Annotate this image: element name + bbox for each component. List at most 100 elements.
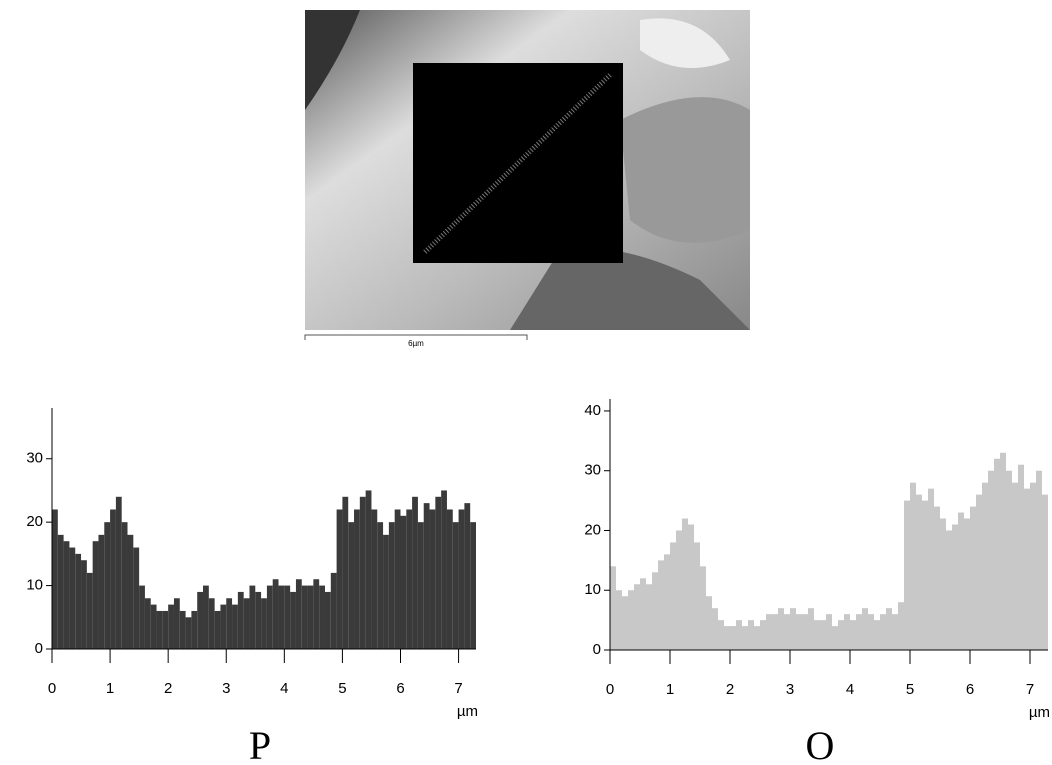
- bar: [658, 560, 664, 650]
- bar: [81, 560, 87, 649]
- bar: [652, 572, 658, 650]
- bar: [880, 614, 886, 650]
- bar: [150, 604, 157, 649]
- bar: [144, 598, 151, 649]
- bar: [394, 509, 401, 649]
- bar: [237, 591, 244, 649]
- bar: [634, 584, 640, 650]
- bar: [946, 530, 952, 650]
- bar: [412, 496, 418, 649]
- bar: [278, 585, 285, 649]
- bar: [249, 585, 256, 649]
- bar: [886, 608, 892, 650]
- bar: [664, 554, 670, 650]
- bar: [1006, 470, 1012, 650]
- bar: [994, 458, 1000, 650]
- bar: [452, 522, 459, 649]
- bar: [856, 614, 862, 650]
- bar: [736, 620, 742, 650]
- bar: [284, 585, 291, 649]
- chart-title: P: [249, 723, 271, 765]
- bar: [670, 542, 676, 650]
- bar: [958, 512, 964, 650]
- bar: [724, 626, 730, 650]
- bar: [168, 604, 174, 649]
- bar: [458, 509, 465, 649]
- bar: [75, 553, 82, 649]
- y-tick-label: 0: [35, 640, 43, 657]
- bar: [916, 494, 922, 650]
- bar: [104, 522, 111, 649]
- bar: [1042, 494, 1048, 650]
- bar: [307, 585, 314, 649]
- bar: [324, 591, 331, 649]
- bar: [730, 626, 736, 650]
- scale-label: 6µm: [408, 339, 424, 348]
- x-tick-label: 5: [338, 680, 346, 697]
- bar: [470, 522, 476, 649]
- bar: [718, 620, 724, 650]
- x-tick-label: 6: [966, 681, 974, 698]
- bar: [121, 522, 128, 649]
- bar: [156, 610, 163, 649]
- bar: [98, 534, 105, 649]
- bar: [191, 610, 198, 649]
- bar: [742, 626, 748, 650]
- bar: [826, 614, 832, 650]
- x-tick-label: 6: [396, 680, 404, 697]
- bar: [377, 522, 384, 649]
- bar: [616, 590, 622, 650]
- bar: [127, 534, 134, 649]
- bar: [610, 566, 616, 650]
- bar: [295, 579, 302, 649]
- bar: [988, 470, 994, 650]
- bar: [862, 608, 868, 650]
- bar: [417, 522, 424, 649]
- x-tick-label: 0: [48, 680, 56, 697]
- bar: [754, 626, 760, 650]
- x-tick-label: 1: [666, 681, 674, 698]
- bar: [868, 614, 874, 650]
- bar: [1000, 452, 1006, 650]
- chart-title: O: [806, 723, 835, 765]
- bar: [676, 530, 682, 650]
- bar: [772, 614, 778, 650]
- micrograph: 6µm: [304, 10, 750, 348]
- bar: [844, 614, 850, 650]
- bar: [371, 509, 378, 649]
- bar: [922, 500, 928, 650]
- x-axis-label: µm: [457, 703, 478, 720]
- bar: [646, 584, 652, 650]
- bar: [910, 482, 916, 650]
- bar: [57, 534, 64, 649]
- bar: [802, 614, 808, 650]
- bar: [115, 496, 122, 649]
- bar: [838, 620, 844, 650]
- bar: [940, 518, 946, 650]
- bar: [110, 509, 116, 649]
- bar: [301, 585, 308, 649]
- bar: [874, 620, 880, 650]
- bar: [898, 602, 904, 650]
- bar: [820, 620, 826, 650]
- x-tick-label: 3: [786, 681, 794, 698]
- y-tick-label: 30: [26, 450, 43, 467]
- bar: [778, 608, 784, 650]
- bar: [628, 590, 634, 650]
- bar: [694, 542, 700, 650]
- bar: [622, 596, 628, 650]
- bar: [86, 572, 93, 649]
- bar: [760, 620, 766, 650]
- bar: [1018, 464, 1024, 650]
- bar: [342, 496, 349, 649]
- bar: [808, 608, 814, 650]
- bar: [970, 506, 976, 650]
- bar: [790, 608, 796, 650]
- y-tick-label: 20: [584, 521, 601, 538]
- bar: [139, 585, 145, 649]
- bar: [272, 579, 279, 649]
- bar: [348, 522, 355, 649]
- bar: [441, 490, 447, 649]
- bar: [69, 547, 76, 649]
- bar: [261, 598, 267, 649]
